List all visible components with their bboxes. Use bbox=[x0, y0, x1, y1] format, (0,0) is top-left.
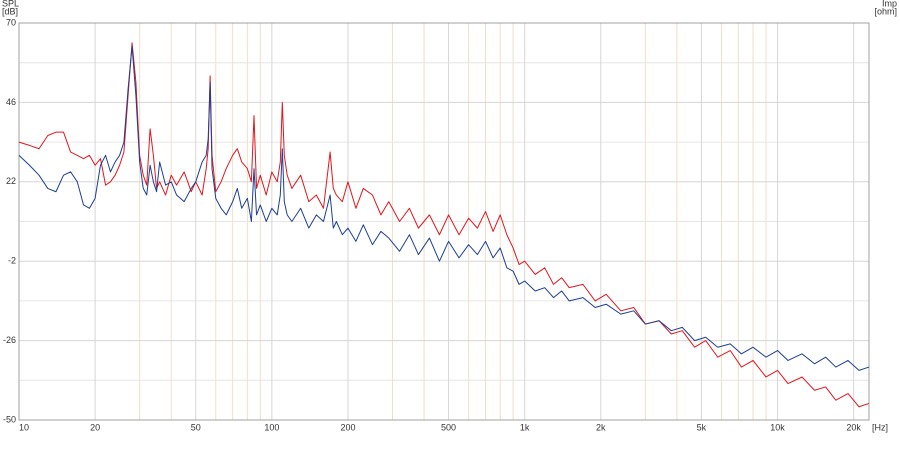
y-axis-unit: [dB] bbox=[2, 6, 18, 16]
x-tick-label: 500 bbox=[441, 422, 456, 432]
y2-axis-label: Imp bbox=[882, 0, 897, 8]
y-tick-label: -2 bbox=[8, 256, 16, 266]
x-tick-label: 10k bbox=[770, 422, 785, 432]
y-tick-label: 70 bbox=[6, 17, 16, 27]
x-tick-label: 50 bbox=[191, 422, 201, 432]
y-tick-label: -50 bbox=[3, 414, 16, 424]
x-tick-label: 5k bbox=[697, 422, 707, 432]
x-tick-label: 1k bbox=[520, 422, 530, 432]
series-line bbox=[18, 45, 870, 371]
y-tick-label: 46 bbox=[6, 97, 16, 107]
y2-axis-unit: [ohm] bbox=[874, 6, 897, 16]
x-tick-label: 10 bbox=[19, 422, 29, 432]
x-tick-label: 20 bbox=[90, 422, 100, 432]
x-tick-label: 200 bbox=[340, 422, 355, 432]
x-axis-unit: [Hz] bbox=[872, 422, 888, 432]
y-tick-label: -26 bbox=[3, 335, 16, 345]
y-axis-label: SPL bbox=[2, 0, 19, 8]
plot-frame bbox=[18, 22, 870, 421]
x-tick-label: 2k bbox=[596, 422, 606, 432]
x-tick-label: 100 bbox=[264, 422, 279, 432]
x-tick-label: 20k bbox=[846, 422, 861, 432]
y-tick-label: 22 bbox=[6, 176, 16, 186]
series-line bbox=[18, 42, 870, 408]
